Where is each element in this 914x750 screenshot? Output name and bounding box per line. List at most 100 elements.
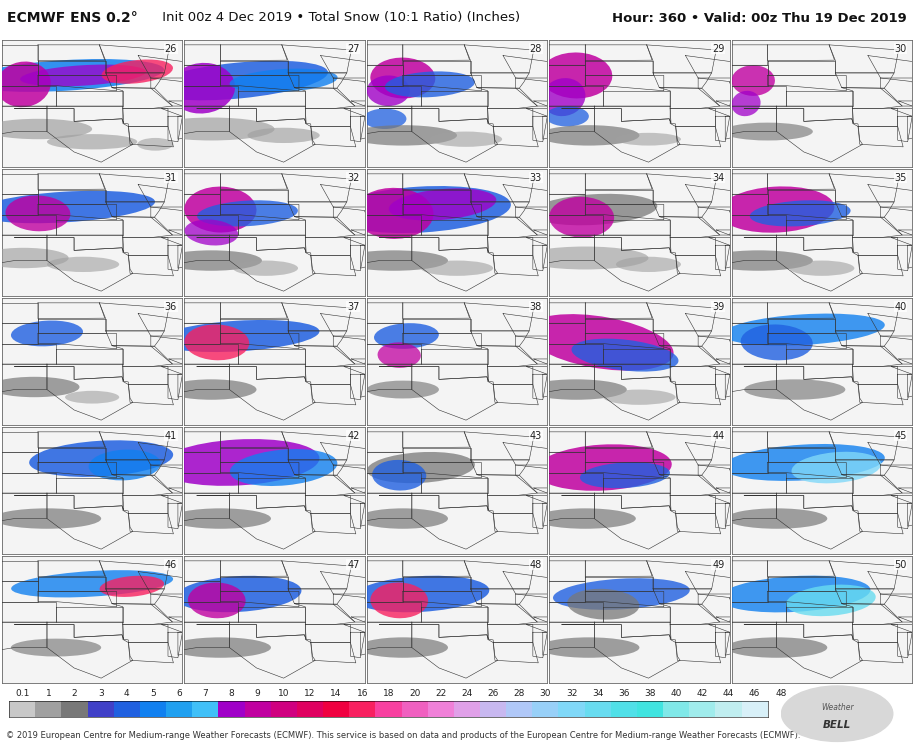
Ellipse shape xyxy=(89,449,161,481)
Ellipse shape xyxy=(538,638,640,658)
Ellipse shape xyxy=(616,133,681,146)
Ellipse shape xyxy=(531,194,657,225)
Text: BELL: BELL xyxy=(823,720,851,730)
FancyBboxPatch shape xyxy=(664,700,689,717)
Ellipse shape xyxy=(0,376,80,398)
Ellipse shape xyxy=(157,439,320,486)
Ellipse shape xyxy=(535,509,636,529)
Ellipse shape xyxy=(157,320,319,352)
Text: 39: 39 xyxy=(712,302,724,311)
FancyBboxPatch shape xyxy=(376,700,401,717)
Text: 34: 34 xyxy=(712,172,724,182)
Ellipse shape xyxy=(11,320,83,346)
FancyBboxPatch shape xyxy=(549,427,729,554)
Text: 43: 43 xyxy=(529,430,542,440)
Ellipse shape xyxy=(740,325,813,360)
Text: 38: 38 xyxy=(644,689,655,698)
Ellipse shape xyxy=(367,76,410,106)
Text: 34: 34 xyxy=(592,689,603,698)
Ellipse shape xyxy=(175,576,302,612)
Ellipse shape xyxy=(65,391,119,404)
FancyBboxPatch shape xyxy=(349,700,376,717)
Text: 35: 35 xyxy=(895,172,907,182)
Ellipse shape xyxy=(571,339,678,371)
Ellipse shape xyxy=(705,251,813,271)
FancyBboxPatch shape xyxy=(731,169,912,296)
FancyBboxPatch shape xyxy=(401,700,428,717)
Ellipse shape xyxy=(723,314,885,346)
Ellipse shape xyxy=(185,325,250,360)
Ellipse shape xyxy=(377,342,420,368)
FancyBboxPatch shape xyxy=(185,169,365,296)
Text: 12: 12 xyxy=(304,689,315,698)
Ellipse shape xyxy=(331,186,511,233)
FancyBboxPatch shape xyxy=(9,700,36,717)
Ellipse shape xyxy=(553,578,690,610)
Ellipse shape xyxy=(137,138,174,151)
Ellipse shape xyxy=(248,128,320,143)
Ellipse shape xyxy=(348,125,457,146)
Text: © 2019 European Centre for Medium-range Weather Forecasts (ECMWF). This service : © 2019 European Centre for Medium-range … xyxy=(6,730,801,740)
FancyBboxPatch shape xyxy=(2,427,183,554)
Text: 31: 31 xyxy=(165,172,177,182)
Ellipse shape xyxy=(367,381,439,398)
FancyBboxPatch shape xyxy=(61,700,88,717)
Ellipse shape xyxy=(20,64,146,86)
Ellipse shape xyxy=(549,196,614,238)
FancyBboxPatch shape xyxy=(367,169,547,296)
Text: Hour: 360 • Valid: 00z Thu 19 Dec 2019: Hour: 360 • Valid: 00z Thu 19 Dec 2019 xyxy=(612,11,907,25)
Text: 30: 30 xyxy=(539,689,551,698)
Ellipse shape xyxy=(100,576,165,597)
Text: 30: 30 xyxy=(895,44,907,53)
Text: 26: 26 xyxy=(165,44,177,53)
Ellipse shape xyxy=(538,125,640,146)
FancyBboxPatch shape xyxy=(454,700,480,717)
FancyBboxPatch shape xyxy=(245,700,271,717)
Ellipse shape xyxy=(29,440,173,477)
Text: 47: 47 xyxy=(347,560,359,569)
Ellipse shape xyxy=(568,589,640,620)
Text: 36: 36 xyxy=(618,689,630,698)
Text: 33: 33 xyxy=(529,172,542,182)
Ellipse shape xyxy=(526,380,627,400)
Ellipse shape xyxy=(161,251,262,271)
Text: 14: 14 xyxy=(331,689,342,698)
Text: 48: 48 xyxy=(775,689,787,698)
FancyBboxPatch shape xyxy=(611,700,637,717)
Text: 45: 45 xyxy=(895,430,907,440)
Ellipse shape xyxy=(0,59,164,92)
Ellipse shape xyxy=(185,187,257,232)
FancyBboxPatch shape xyxy=(297,700,323,717)
FancyBboxPatch shape xyxy=(585,700,611,717)
Ellipse shape xyxy=(792,452,881,483)
Text: 22: 22 xyxy=(435,689,446,698)
Text: 32: 32 xyxy=(347,172,359,182)
FancyBboxPatch shape xyxy=(367,40,547,167)
Ellipse shape xyxy=(726,509,827,529)
Text: 27: 27 xyxy=(347,44,359,53)
Ellipse shape xyxy=(11,570,173,598)
FancyBboxPatch shape xyxy=(558,700,585,717)
Text: 8: 8 xyxy=(228,689,234,698)
Text: 42: 42 xyxy=(696,689,708,698)
Ellipse shape xyxy=(749,200,851,226)
Text: 37: 37 xyxy=(347,302,359,311)
Ellipse shape xyxy=(197,200,298,226)
Ellipse shape xyxy=(420,260,494,276)
FancyBboxPatch shape xyxy=(2,556,183,683)
FancyBboxPatch shape xyxy=(549,40,729,167)
Text: 28: 28 xyxy=(514,689,525,698)
Ellipse shape xyxy=(357,509,448,529)
Text: 10: 10 xyxy=(278,689,290,698)
Ellipse shape xyxy=(354,188,433,239)
Ellipse shape xyxy=(0,190,155,224)
FancyBboxPatch shape xyxy=(192,700,218,717)
Ellipse shape xyxy=(385,71,475,98)
Text: 46: 46 xyxy=(749,689,760,698)
FancyBboxPatch shape xyxy=(323,700,349,717)
FancyBboxPatch shape xyxy=(271,700,297,717)
Text: 3: 3 xyxy=(98,689,103,698)
Text: 40: 40 xyxy=(895,302,907,311)
Ellipse shape xyxy=(522,247,648,269)
Ellipse shape xyxy=(0,509,101,529)
